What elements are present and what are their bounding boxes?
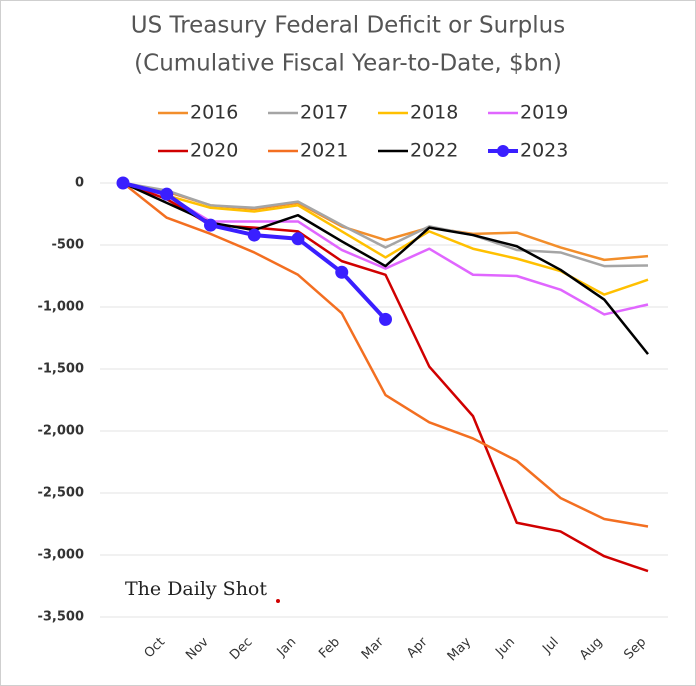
legend-label: 2019 — [520, 102, 568, 124]
y-tick-label: 0 — [75, 176, 84, 191]
series-marker — [335, 265, 349, 279]
x-tick-label: Jun — [492, 635, 518, 661]
x-tick-label: Oct — [142, 635, 169, 662]
series-marker — [160, 187, 174, 201]
legend-label: 2017 — [300, 102, 348, 124]
x-tick-label: Jan — [274, 635, 299, 660]
chart-title: US Treasury Federal Deficit or Surplus — [131, 13, 565, 39]
x-tick-label: Sep — [621, 635, 649, 663]
series-line — [122, 182, 649, 528]
y-tick-label: -2,500 — [37, 486, 84, 501]
series-line — [122, 181, 649, 268]
legend-label: 2021 — [300, 140, 348, 162]
x-tick-label: Dec — [227, 635, 255, 663]
legend-marker — [497, 145, 509, 157]
x-tick-label: Mar — [359, 634, 387, 662]
series-marker — [291, 232, 305, 246]
x-tick-label: Jul — [539, 635, 561, 657]
y-tick-label: -1,500 — [37, 362, 84, 377]
legend-label: 2018 — [410, 102, 458, 124]
legend-label: 2020 — [190, 140, 238, 162]
x-tick-label: Nov — [183, 634, 212, 663]
y-tick-label: -3,500 — [37, 610, 84, 625]
chart-subtitle: (Cumulative Fiscal Year-to-Date, $bn) — [134, 51, 562, 77]
series-marker — [247, 228, 261, 242]
x-tick-label: Feb — [316, 635, 343, 662]
y-tick-label: -500 — [51, 238, 84, 253]
watermark-dot — [276, 599, 280, 603]
x-tick-label: May — [445, 634, 475, 664]
series-marker — [204, 218, 217, 232]
watermark: The Daily Shot — [125, 578, 267, 600]
series-marker — [379, 312, 392, 326]
y-tick-label: -1,000 — [37, 300, 84, 315]
x-tick-label: Aug — [577, 635, 606, 664]
y-tick-label: -3,000 — [37, 548, 84, 563]
legend-label: 2022 — [410, 140, 458, 162]
legend-label: 2016 — [190, 102, 238, 124]
legend-label: 2023 — [520, 140, 568, 162]
x-tick-label: Apr — [404, 634, 431, 661]
y-tick-label: -2,000 — [37, 424, 84, 439]
series-marker — [116, 176, 130, 190]
